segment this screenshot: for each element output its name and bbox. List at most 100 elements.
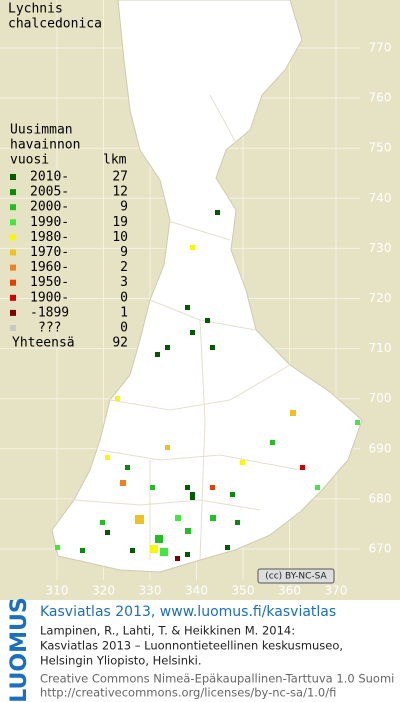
x-label: 330 (139, 584, 162, 598)
legend-count: 3 (120, 275, 128, 290)
dot (215, 210, 220, 215)
dot (205, 318, 210, 323)
dot (175, 515, 181, 521)
legend-label: -1899 (30, 305, 69, 320)
dot (185, 305, 190, 310)
observation-dots (55, 210, 360, 561)
legend-count: 12 (112, 185, 128, 200)
dot (135, 515, 144, 524)
dot (315, 485, 320, 490)
dot (210, 485, 215, 490)
dot (210, 515, 216, 521)
legend-swatch (10, 325, 16, 331)
legend-label: 1970- (30, 245, 69, 260)
y-label: 740 (369, 191, 392, 205)
region-borders (74, 94, 301, 561)
legend-label: 2010- (30, 170, 69, 185)
legend-label: 1990- (30, 215, 69, 230)
dot (190, 245, 195, 250)
legend-label: ??? (38, 321, 61, 336)
dot (235, 520, 240, 525)
x-label: 350 (232, 584, 255, 598)
legend-label: 2005- (30, 185, 69, 200)
dot (165, 345, 170, 350)
dot (120, 480, 126, 486)
dot (355, 420, 360, 425)
legend-label: 1900- (30, 290, 69, 305)
legend-swatch (10, 279, 16, 286)
dot (185, 485, 190, 490)
legend-swatch (10, 249, 16, 256)
y-label: 710 (369, 341, 392, 355)
x-label: 370 (325, 584, 348, 598)
y-label: 770 (369, 41, 392, 55)
legend-count: 1 (120, 305, 128, 320)
x-label: 310 (46, 584, 69, 598)
license: Creative Commons Nimeä-Epäkaupallinen-Ta… (40, 672, 394, 686)
y-label: 680 (369, 491, 392, 505)
legend-label: 1960- (30, 260, 69, 275)
y-label: 730 (369, 241, 392, 255)
legend-count: 0 (120, 290, 128, 305)
dot (150, 545, 158, 553)
dot (230, 492, 235, 497)
dot (185, 552, 190, 557)
legend-header: havainnon (10, 138, 80, 153)
dot (80, 548, 85, 553)
legend-total: 92 (112, 336, 128, 351)
y-label: 670 (369, 542, 392, 556)
species-name: chalcedonica (8, 17, 102, 32)
dot (115, 396, 120, 401)
dot (155, 352, 160, 357)
legend-swatch (10, 309, 16, 316)
legend-header: vuosi (10, 153, 49, 168)
dot (210, 345, 215, 350)
license-badge-text: (cc) BY-NC-SA (265, 572, 327, 582)
dot (130, 548, 135, 553)
legend-swatch (10, 189, 16, 196)
legend-total-label: Yhteensä (12, 336, 75, 351)
legend-swatch (10, 294, 16, 301)
x-label: 320 (92, 584, 115, 598)
legend-swatch (10, 219, 16, 226)
legend-swatch (10, 204, 16, 211)
dot (290, 410, 296, 416)
citation: Kasviatlas 2013 – Luonnontieteellinen ke… (40, 639, 343, 653)
footer-headline: Kasviatlas 2013, www.luomus.fi/kasviatla… (40, 604, 336, 620)
logo: LUOMUS (7, 597, 32, 702)
dot (300, 465, 305, 470)
y-label: 760 (369, 91, 392, 105)
dot (55, 545, 60, 550)
y-label: 700 (369, 391, 392, 405)
legend-header: Uusimman (10, 123, 73, 138)
y-label: 690 (369, 441, 392, 455)
legend-count: 2 (120, 260, 128, 275)
dot (185, 528, 191, 534)
license: http://creativecommons.org/licenses/by-n… (40, 686, 336, 700)
x-label: 340 (185, 584, 208, 598)
dot (190, 492, 195, 500)
dot (160, 548, 168, 556)
finland-outline (51, 0, 363, 573)
legend-label: 1980- (30, 230, 69, 245)
legend-label: 1950- (30, 275, 69, 290)
legend-count-header: lkm (103, 153, 127, 168)
dot (165, 445, 170, 450)
legend-count: 9 (120, 245, 128, 260)
dot (190, 330, 195, 335)
legend-swatch (10, 174, 16, 180)
y-label: 720 (369, 291, 392, 305)
dot (100, 520, 105, 525)
legend-count: 19 (112, 215, 128, 230)
dot (270, 440, 275, 445)
legend-swatch (10, 264, 16, 271)
license-badge (257, 568, 335, 584)
dot (225, 545, 230, 550)
dot (240, 460, 245, 465)
legend-count: 10 (112, 230, 128, 245)
x-label: 360 (278, 584, 301, 598)
legend-count: 27 (112, 170, 128, 185)
legend-label: 2000- (30, 200, 69, 215)
